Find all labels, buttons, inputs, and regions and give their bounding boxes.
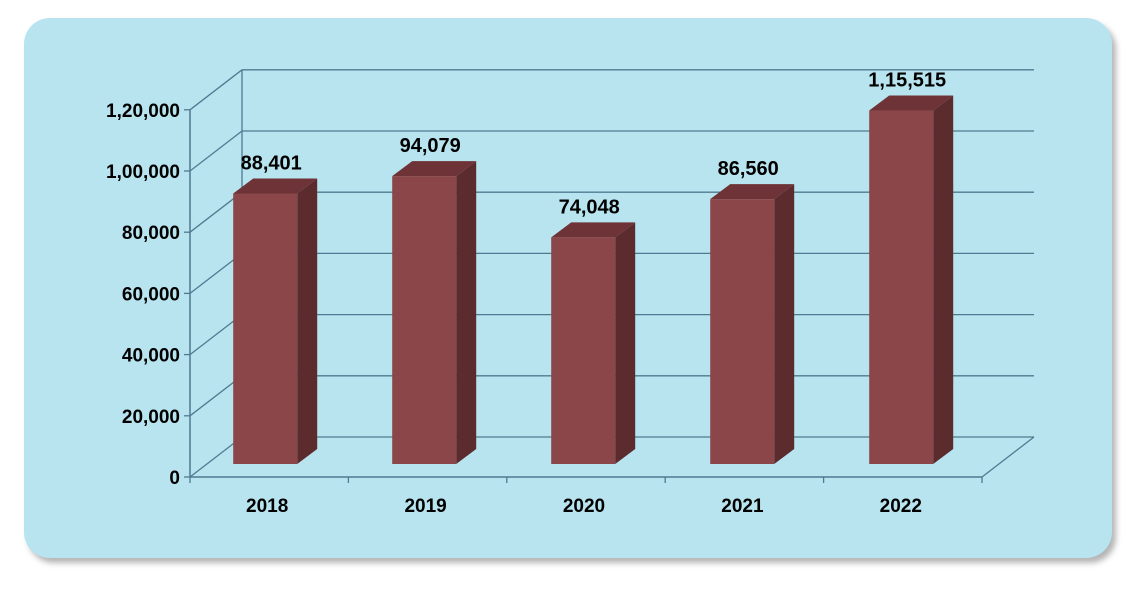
data-label: 74,048 <box>559 196 620 218</box>
labels: 0 20,000 40,000 60,000 80,000 1,00,000 1,20,00… <box>106 70 946 517</box>
y-tick-label: 60,000 <box>122 284 180 305</box>
bar-front <box>551 237 616 464</box>
bars <box>233 95 954 465</box>
bar-side <box>933 95 954 464</box>
y-tick-label: 80,000 <box>122 223 180 244</box>
y-tick-label: 20,000 <box>122 407 180 428</box>
y-tick-label: 1,00,000 <box>106 162 180 183</box>
x-tick-label: 2020 <box>563 496 605 517</box>
x-tick-label: 2022 <box>880 496 922 517</box>
bar-top <box>551 222 636 238</box>
y-tick-label: 40,000 <box>122 346 180 367</box>
bar-front <box>710 199 775 464</box>
bar-top <box>392 161 477 177</box>
x-tick-label: 2018 <box>246 496 288 517</box>
bar-side <box>297 178 318 465</box>
bar-side <box>774 184 795 464</box>
bar-top <box>710 184 795 200</box>
data-label: 88,401 <box>241 152 302 174</box>
bar-2021 <box>710 184 795 464</box>
bar-side <box>456 161 477 464</box>
bar-2018 <box>233 178 318 465</box>
bar-side <box>615 222 636 464</box>
y-tick-label: 1,20,000 <box>106 101 180 122</box>
bar-front <box>233 193 298 465</box>
gridline-side <box>189 69 243 111</box>
gridline-side <box>189 130 243 172</box>
bar-front <box>869 110 934 464</box>
bar-top <box>869 95 954 111</box>
bar-front <box>392 176 457 464</box>
bar-2020 <box>551 222 636 464</box>
data-label: 1,15,515 <box>868 70 946 92</box>
data-label: 86,560 <box>718 158 779 180</box>
bar-top <box>233 178 318 194</box>
x-tick-label: 2019 <box>404 496 446 517</box>
y-tick-label: 0 <box>169 468 180 489</box>
bar-2019 <box>392 161 477 464</box>
floor-right-edge <box>981 436 1035 478</box>
axes <box>184 109 983 483</box>
bar-2022 <box>869 95 954 464</box>
data-label: 94,079 <box>400 135 461 157</box>
x-tick-label: 2021 <box>721 496 764 517</box>
